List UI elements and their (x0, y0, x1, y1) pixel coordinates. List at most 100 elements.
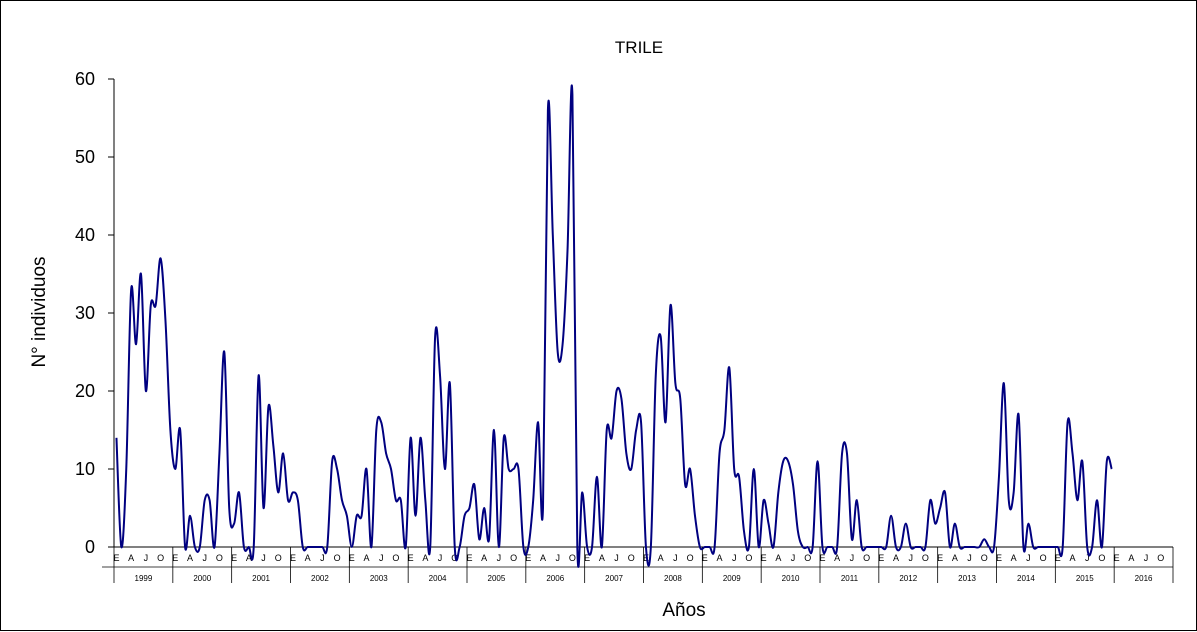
data-point (719, 453, 721, 455)
year-label: 2003 (370, 574, 388, 583)
data-point (263, 507, 265, 509)
data-point (866, 546, 868, 548)
data-point (679, 398, 681, 400)
data-point (606, 429, 608, 431)
month-label: A (187, 553, 193, 563)
month-label: A (893, 553, 899, 563)
year-label: 2011 (841, 574, 859, 583)
month-label: E (113, 553, 119, 563)
data-point (366, 468, 368, 470)
data-point (567, 250, 569, 252)
year-label: 2013 (958, 574, 976, 583)
data-point (694, 515, 696, 517)
year-label: 2010 (782, 574, 800, 583)
month-label: J (497, 553, 502, 563)
data-point (1052, 546, 1054, 548)
year-label: 2006 (546, 574, 564, 583)
year-label: 2001 (252, 574, 270, 583)
data-point (655, 375, 657, 377)
data-point (895, 546, 897, 548)
data-point (174, 468, 176, 470)
data-point (356, 515, 358, 517)
data-point (434, 336, 436, 338)
data-point (1077, 499, 1079, 501)
data-point (812, 546, 814, 548)
data-point (934, 523, 936, 525)
data-point (361, 515, 363, 517)
data-point (562, 343, 564, 345)
data-point (194, 546, 196, 548)
data-point (1023, 546, 1025, 548)
month-label: E (466, 553, 472, 563)
month-label: O (157, 553, 164, 563)
data-point (1013, 492, 1015, 494)
data-point (915, 546, 917, 548)
month-label: O (1098, 553, 1105, 563)
data-point (954, 523, 956, 525)
data-point (454, 546, 456, 548)
data-point (1106, 460, 1108, 462)
series-group (115, 84, 1113, 568)
month-label: E (408, 553, 414, 563)
month-label: O (628, 553, 635, 563)
y-tick-label: 0 (85, 537, 95, 557)
data-point (586, 546, 588, 548)
month-label: A (834, 553, 840, 563)
data-point (400, 499, 402, 501)
month-label: E (702, 553, 708, 563)
data-point (385, 453, 387, 455)
data-point (214, 546, 216, 548)
data-point (841, 453, 843, 455)
data-point (782, 460, 784, 462)
data-point (150, 304, 152, 306)
data-point (748, 546, 750, 548)
data-point (527, 546, 529, 548)
data-point (199, 546, 201, 548)
data-point (282, 453, 284, 455)
month-label: J (1026, 553, 1031, 563)
data-point (155, 304, 157, 306)
data-point (116, 437, 118, 439)
month-label: J (438, 553, 443, 563)
data-point (1008, 499, 1010, 501)
month-label: O (392, 553, 399, 563)
data-point (130, 289, 132, 291)
data-point (875, 546, 877, 548)
data-point (714, 546, 716, 548)
month-label: A (128, 553, 134, 563)
month-label: A (1069, 553, 1075, 563)
data-point (900, 546, 902, 548)
month-label: E (1055, 553, 1061, 563)
data-point (709, 546, 711, 548)
month-label: O (981, 553, 988, 563)
data-point (689, 468, 691, 470)
month-label: E (996, 553, 1002, 563)
data-point (851, 538, 853, 540)
data-point (395, 499, 397, 501)
data-point (537, 421, 539, 423)
data-point (415, 515, 417, 517)
data-point (645, 546, 647, 548)
month-label: O (863, 553, 870, 563)
month-label: O (922, 553, 929, 563)
data-point (773, 546, 775, 548)
data-point (871, 546, 873, 548)
data-point (733, 468, 735, 470)
data-point (611, 437, 613, 439)
data-point (223, 351, 225, 353)
month-label: J (202, 553, 207, 563)
data-point (1081, 460, 1083, 462)
month-label: J (320, 553, 325, 563)
data-point (449, 382, 451, 384)
month-label: E (878, 553, 884, 563)
month-label: E (761, 553, 767, 563)
month-label: A (599, 553, 605, 563)
data-point (1096, 499, 1098, 501)
month-label: O (275, 553, 282, 563)
month-label: E (231, 553, 237, 563)
data-point (488, 538, 490, 540)
data-point (836, 546, 838, 548)
data-point (1086, 546, 1088, 548)
data-point (640, 421, 642, 423)
data-point (880, 546, 882, 548)
